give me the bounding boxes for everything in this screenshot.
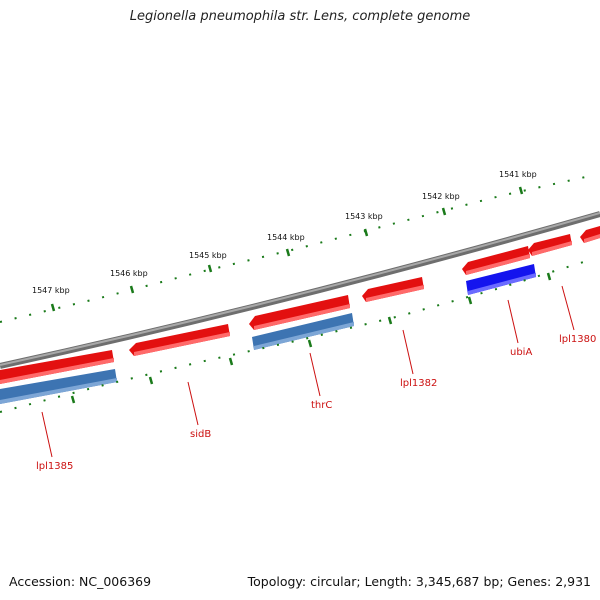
kbp-label: 1546 kbp bbox=[110, 269, 148, 278]
genome-summary-text: Topology: circular; Length: 3,345,687 bp… bbox=[247, 574, 591, 589]
leader-lpl1382 bbox=[402, 329, 414, 375]
major-tick bbox=[207, 264, 213, 273]
gene-label-lpl1382[interactable]: lpl1382 bbox=[400, 378, 437, 389]
major-tick bbox=[518, 186, 524, 195]
leader-lpl1385 bbox=[41, 411, 53, 458]
kbp-label: 1541 kbp bbox=[499, 170, 537, 179]
major-tick bbox=[363, 228, 369, 237]
major-tick bbox=[70, 395, 76, 404]
gene-label-thrC[interactable]: thrC bbox=[311, 400, 332, 411]
leader-ubiA bbox=[507, 299, 519, 344]
outer-ruler bbox=[0, 175, 591, 323]
major-tick bbox=[387, 316, 393, 325]
major-tick bbox=[285, 248, 291, 257]
major-tick bbox=[546, 272, 552, 281]
major-tick bbox=[50, 303, 56, 312]
reverse-genes bbox=[0, 264, 536, 404]
major-tick bbox=[307, 339, 313, 348]
ruler-labels: 1541 kbp 1542 kbp 1543 kbp 1544 kbp 1545… bbox=[32, 170, 537, 295]
label-leaders bbox=[41, 285, 575, 458]
gene-label-lpl1380[interactable]: lpl1380 bbox=[559, 334, 596, 345]
inner-ruler bbox=[0, 259, 591, 413]
gene-thrC-arrow[interactable] bbox=[249, 295, 350, 330]
major-tick bbox=[228, 357, 234, 366]
kbp-label: 1543 kbp bbox=[345, 212, 383, 221]
gene-label-sidB[interactable]: sidB bbox=[190, 429, 211, 440]
leader-sidB bbox=[187, 381, 199, 426]
kbp-label: 1542 kbp bbox=[422, 192, 460, 201]
major-tick bbox=[148, 376, 154, 385]
leader-lpl1380 bbox=[561, 285, 575, 331]
gene-labels: lpl1385 sidB thrC lpl1382 ubiA lpl1380 bbox=[36, 334, 596, 472]
major-tick bbox=[441, 207, 447, 216]
accession-text: Accession: NC_006369 bbox=[9, 574, 152, 589]
gene-label-ubiA[interactable]: ubiA bbox=[510, 347, 532, 358]
outer-ruler-line bbox=[0, 175, 591, 323]
leader-thrC bbox=[309, 352, 321, 397]
kbp-label: 1545 kbp bbox=[189, 251, 227, 260]
major-tick bbox=[129, 285, 135, 294]
map-title: Legionella pneumophila str. Lens, comple… bbox=[129, 9, 471, 24]
kbp-label: 1547 kbp bbox=[32, 286, 70, 295]
major-tick bbox=[467, 296, 473, 305]
gene-label-lpl1385[interactable]: lpl1385 bbox=[36, 461, 73, 472]
genome-backbone bbox=[0, 211, 600, 369]
kbp-label: 1544 kbp bbox=[267, 233, 305, 242]
forward-genes bbox=[0, 226, 600, 384]
